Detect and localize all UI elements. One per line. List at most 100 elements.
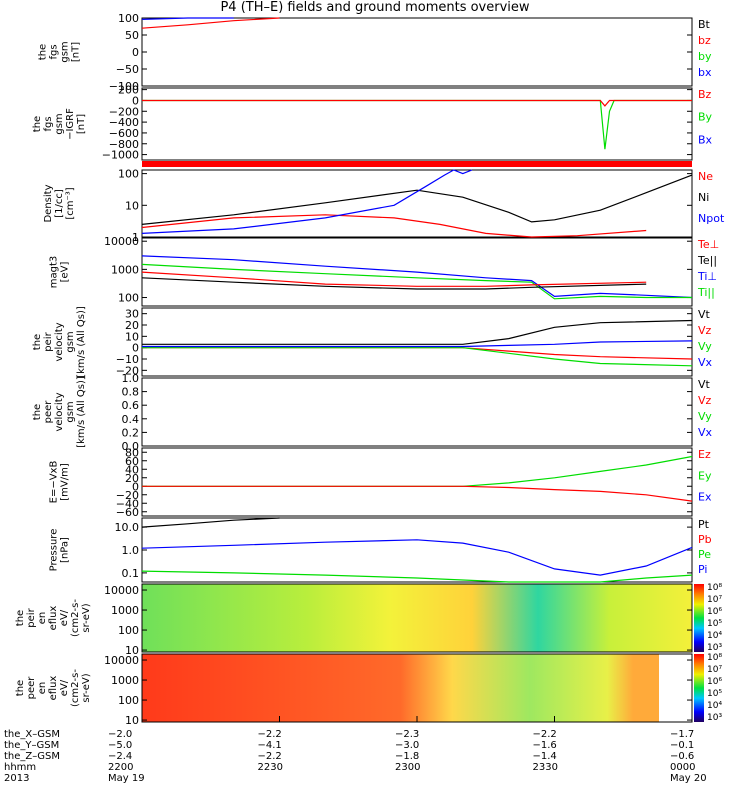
y-axis-label: eflux	[48, 606, 59, 631]
series-pressure-Pt	[141, 517, 280, 528]
legend-Te||: Te||	[697, 254, 717, 267]
y-tick-label: −100	[109, 80, 139, 93]
y-tick-label: 10	[125, 330, 139, 343]
series-fgs_gsm-bz	[141, 17, 280, 29]
series-density-Ni	[141, 174, 693, 225]
legend-Vy: Vy	[698, 410, 712, 423]
y-tick-label: 20	[125, 472, 139, 485]
plot-title: P4 (TH–E) fields and ground moments over…	[220, 0, 530, 15]
series-fgs_gsm_igrf-Bz	[142, 99, 692, 107]
x-tick-label: −2.2	[258, 751, 282, 762]
legend-Vx: Vx	[698, 426, 713, 439]
y-axis-label: en	[37, 682, 48, 695]
x-tick-label: −1.6	[533, 740, 557, 751]
y-tick-label: 0.8	[122, 386, 140, 399]
legend-Npot: Npot	[698, 212, 725, 225]
series-temperature-Ti||	[141, 263, 692, 300]
y-axis-label: −IGRF	[65, 108, 76, 140]
x-tick-label: 2300	[395, 762, 420, 773]
y-axis-label: the	[32, 116, 43, 132]
y-axis-label: Pressure	[49, 529, 60, 572]
x-row-label: hhmm	[4, 762, 36, 773]
y-tick-label: −20	[116, 364, 139, 377]
y-axis-label: sr-eV)	[81, 603, 92, 632]
y-axis-label: gsm	[65, 401, 76, 422]
y-axis-label: velocity	[54, 322, 65, 361]
y-axis-label: E=−VxB	[49, 461, 60, 504]
x-tick-label: May 19	[108, 773, 145, 784]
y-axis-label: [km/s (All Qs)]	[76, 306, 87, 378]
x-tick-label: 2230	[258, 762, 283, 773]
colorbar-label: 10⁵	[707, 619, 722, 629]
y-tick-label: 0	[132, 46, 139, 59]
y-tick-label: 10000	[104, 654, 139, 667]
y-axis-label: (cm2-s-	[70, 599, 81, 637]
y-tick-label: 40	[125, 463, 139, 476]
x-tick-label: 0000	[670, 762, 695, 773]
y-tick-label: 100	[118, 12, 139, 25]
colorbar-label: 10⁸	[707, 653, 722, 663]
legend-by: by	[698, 50, 712, 63]
y-tick-label: 10000	[104, 235, 139, 248]
series-temperature-Te||	[141, 277, 647, 290]
y-axis-label: peer	[43, 400, 54, 424]
x-tick-label: −2.4	[108, 751, 132, 762]
colorbar-label: 10⁷	[707, 595, 722, 605]
y-axis-label: peir	[26, 607, 37, 627]
y-axis-label: [km/s (All Qs)]	[76, 376, 87, 448]
x-row-label: the_Z–GSM	[4, 751, 60, 762]
y-tick-label: −20	[116, 489, 139, 502]
x-tick-label: −1.4	[533, 751, 557, 762]
x-tick-label: −1.7	[670, 729, 694, 740]
y-tick-label: 1000	[111, 604, 139, 617]
y-tick-label: −400	[109, 116, 139, 129]
y-tick-label: 50	[125, 29, 139, 42]
legend-Pe: Pe	[698, 548, 711, 561]
x-tick-label: −1.8	[395, 751, 419, 762]
legend-Vy: Vy	[698, 340, 712, 353]
legend-bx: bx	[698, 66, 712, 79]
legend-Vz: Vz	[698, 394, 712, 407]
colorbar-label: 10⁷	[707, 665, 722, 675]
x-tick-label: −2.3	[395, 729, 419, 740]
y-axis-label: [1/cc]	[54, 189, 65, 218]
x-tick-label: −0.1	[670, 740, 694, 751]
y-tick-label: 10	[125, 199, 139, 212]
y-axis-label: fgs	[49, 44, 60, 59]
panel-frame-peir_spec	[141, 583, 693, 653]
x-tick-label: −2.2	[533, 729, 557, 740]
y-tick-label: 10000	[104, 584, 139, 597]
y-axis-label: eV/	[59, 679, 70, 696]
x-tick-label: 2200	[108, 762, 133, 773]
legend-By: By	[698, 111, 713, 124]
y-tick-label: −800	[109, 138, 139, 151]
y-tick-label: 1.0	[122, 544, 140, 557]
legend-Bz: Bz	[698, 88, 712, 101]
y-tick-label: 0.4	[122, 413, 140, 426]
y-tick-label: −50	[116, 63, 139, 76]
x-tick-label: −0.6	[670, 751, 694, 762]
y-tick-label: 0	[132, 480, 139, 493]
y-tick-label: 200	[118, 84, 139, 97]
y-tick-label: 10	[125, 714, 139, 727]
colorbar-label: 10⁴	[707, 701, 722, 711]
legend-Ti⊥: Ti⊥	[697, 270, 717, 283]
colorbar-label: 10³	[707, 643, 722, 653]
y-tick-label: 0	[132, 342, 139, 355]
x-tick-label: −2.0	[108, 729, 132, 740]
y-tick-label: 0.0	[122, 440, 140, 453]
colorbar-peir_spec	[694, 584, 704, 652]
legend-Ni: Ni	[698, 191, 709, 204]
legend-Bx: Bx	[698, 133, 713, 146]
y-axis-label: [nPa]	[60, 537, 71, 563]
y-tick-label: 100	[118, 292, 139, 305]
y-tick-label: −10	[116, 353, 139, 366]
legend-Ne: Ne	[698, 170, 713, 183]
y-axis-label: the	[32, 404, 43, 420]
x-tick-label: −5.0	[108, 740, 132, 751]
y-axis-label: peir	[43, 331, 54, 351]
panel-frame-fgs_gsm	[141, 17, 693, 87]
panel-frame-temperature	[141, 237, 693, 307]
spectrogram-peer_spec	[142, 654, 659, 722]
